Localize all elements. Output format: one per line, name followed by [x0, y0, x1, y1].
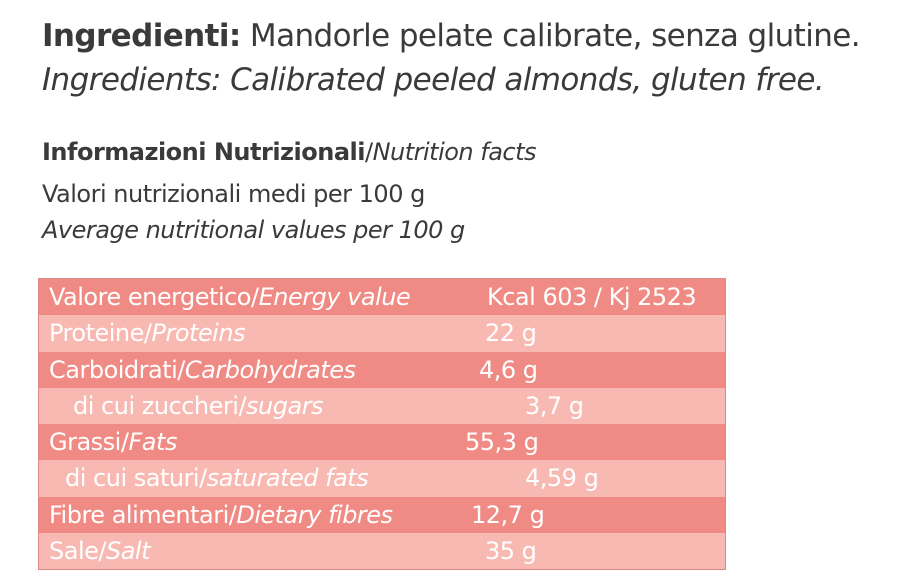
nutrition-heading-it: Informazioni Nutrizionali [42, 138, 365, 166]
row-label-it: Grassi/ [49, 428, 129, 456]
row-label-en: Fats [128, 428, 177, 456]
row-label-it: Proteine/ [49, 319, 152, 348]
row-label-en: Carbohydrates [184, 355, 356, 384]
table-row-saturated-fats: di cui saturi/saturated fats 4,59 g [39, 460, 725, 497]
row-label-en: sugars [246, 391, 324, 420]
row-label: di cui zuccheri/sugars [73, 388, 324, 424]
nutrition-table: Valore energetico/Energy value Kcal 603 … [38, 278, 726, 570]
row-label-it: di cui saturi/ [65, 464, 207, 493]
table-row-dietary-fibres: Fibre alimentari/Dietary fibres 12,7 g [39, 496, 725, 533]
row-label: Proteine/Proteins [49, 315, 246, 351]
row-label-it: Carboidrati/ [49, 355, 185, 384]
row-value: 22 g [485, 319, 537, 348]
row-value: 4,6 g [479, 355, 538, 384]
table-row-carbohydrates: Carboidrati/Carbohydrates 4,6 g [39, 351, 725, 388]
per-100g-block: Valori nutrizionali medi per 100 g Avera… [42, 176, 465, 248]
table-row-energy: Valore energetico/Energy value Kcal 603 … [39, 279, 725, 316]
table-row-salt: Sale/Salt 35 g [39, 532, 725, 569]
row-label-en: Salt [105, 536, 151, 565]
row-label-it: Sale/ [49, 536, 106, 565]
nutrition-heading-separator: / [364, 138, 373, 166]
ingredients-line-it: Ingredienti: Mandorle pelate calibrate, … [42, 14, 861, 58]
row-value: 12,7 g [471, 500, 545, 529]
row-value: 35 g [485, 536, 537, 565]
row-label-it: Fibre alimentari/ [49, 500, 237, 529]
row-label: Sale/Salt [49, 533, 151, 569]
row-label: Grassi/Fats [49, 424, 177, 460]
row-label: Valore energetico/Energy value [49, 279, 411, 315]
row-label: di cui saturi/saturated fats [65, 460, 369, 496]
row-value: 4,59 g [525, 464, 599, 493]
table-row-sugars: di cui zuccheri/sugars 3,7 g [39, 387, 725, 424]
table-row-fats: Grassi/Fats 55,3 g [39, 424, 725, 461]
nutrition-heading: Informazioni Nutrizionali/Nutrition fact… [42, 134, 537, 170]
row-label: Fibre alimentari/Dietary fibres [49, 497, 393, 533]
row-label-en: Energy value [258, 283, 411, 311]
ingredients-label: Ingredienti: [42, 18, 241, 54]
row-label-en: Dietary fibres [236, 500, 393, 529]
ingredients-text-en: Ingredients: Calibrated peeled almonds, … [42, 62, 825, 98]
row-label: Carboidrati/Carbohydrates [49, 352, 356, 388]
row-label-en: Proteins [151, 319, 246, 348]
row-label-en: saturated fats [206, 464, 369, 493]
row-label-it: di cui zuccheri/ [73, 391, 247, 420]
per-100g-en: Average nutritional values per 100 g [42, 216, 465, 244]
row-value: Kcal 603 / Kj 2523 [487, 283, 697, 311]
row-label-it: Valore energetico/ [49, 283, 259, 311]
nutrition-heading-en: Nutrition facts [372, 138, 537, 166]
table-row-proteins: Proteine/Proteins 22 g [39, 315, 725, 352]
row-value: 3,7 g [525, 391, 584, 420]
per-100g-it: Valori nutrizionali medi per 100 g [42, 180, 425, 208]
ingredients-block: Ingredienti: Mandorle pelate calibrate, … [42, 14, 861, 102]
row-value: 55,3 g [465, 428, 539, 456]
ingredients-text-it: Mandorle pelate calibrate, senza glutine… [240, 18, 861, 54]
